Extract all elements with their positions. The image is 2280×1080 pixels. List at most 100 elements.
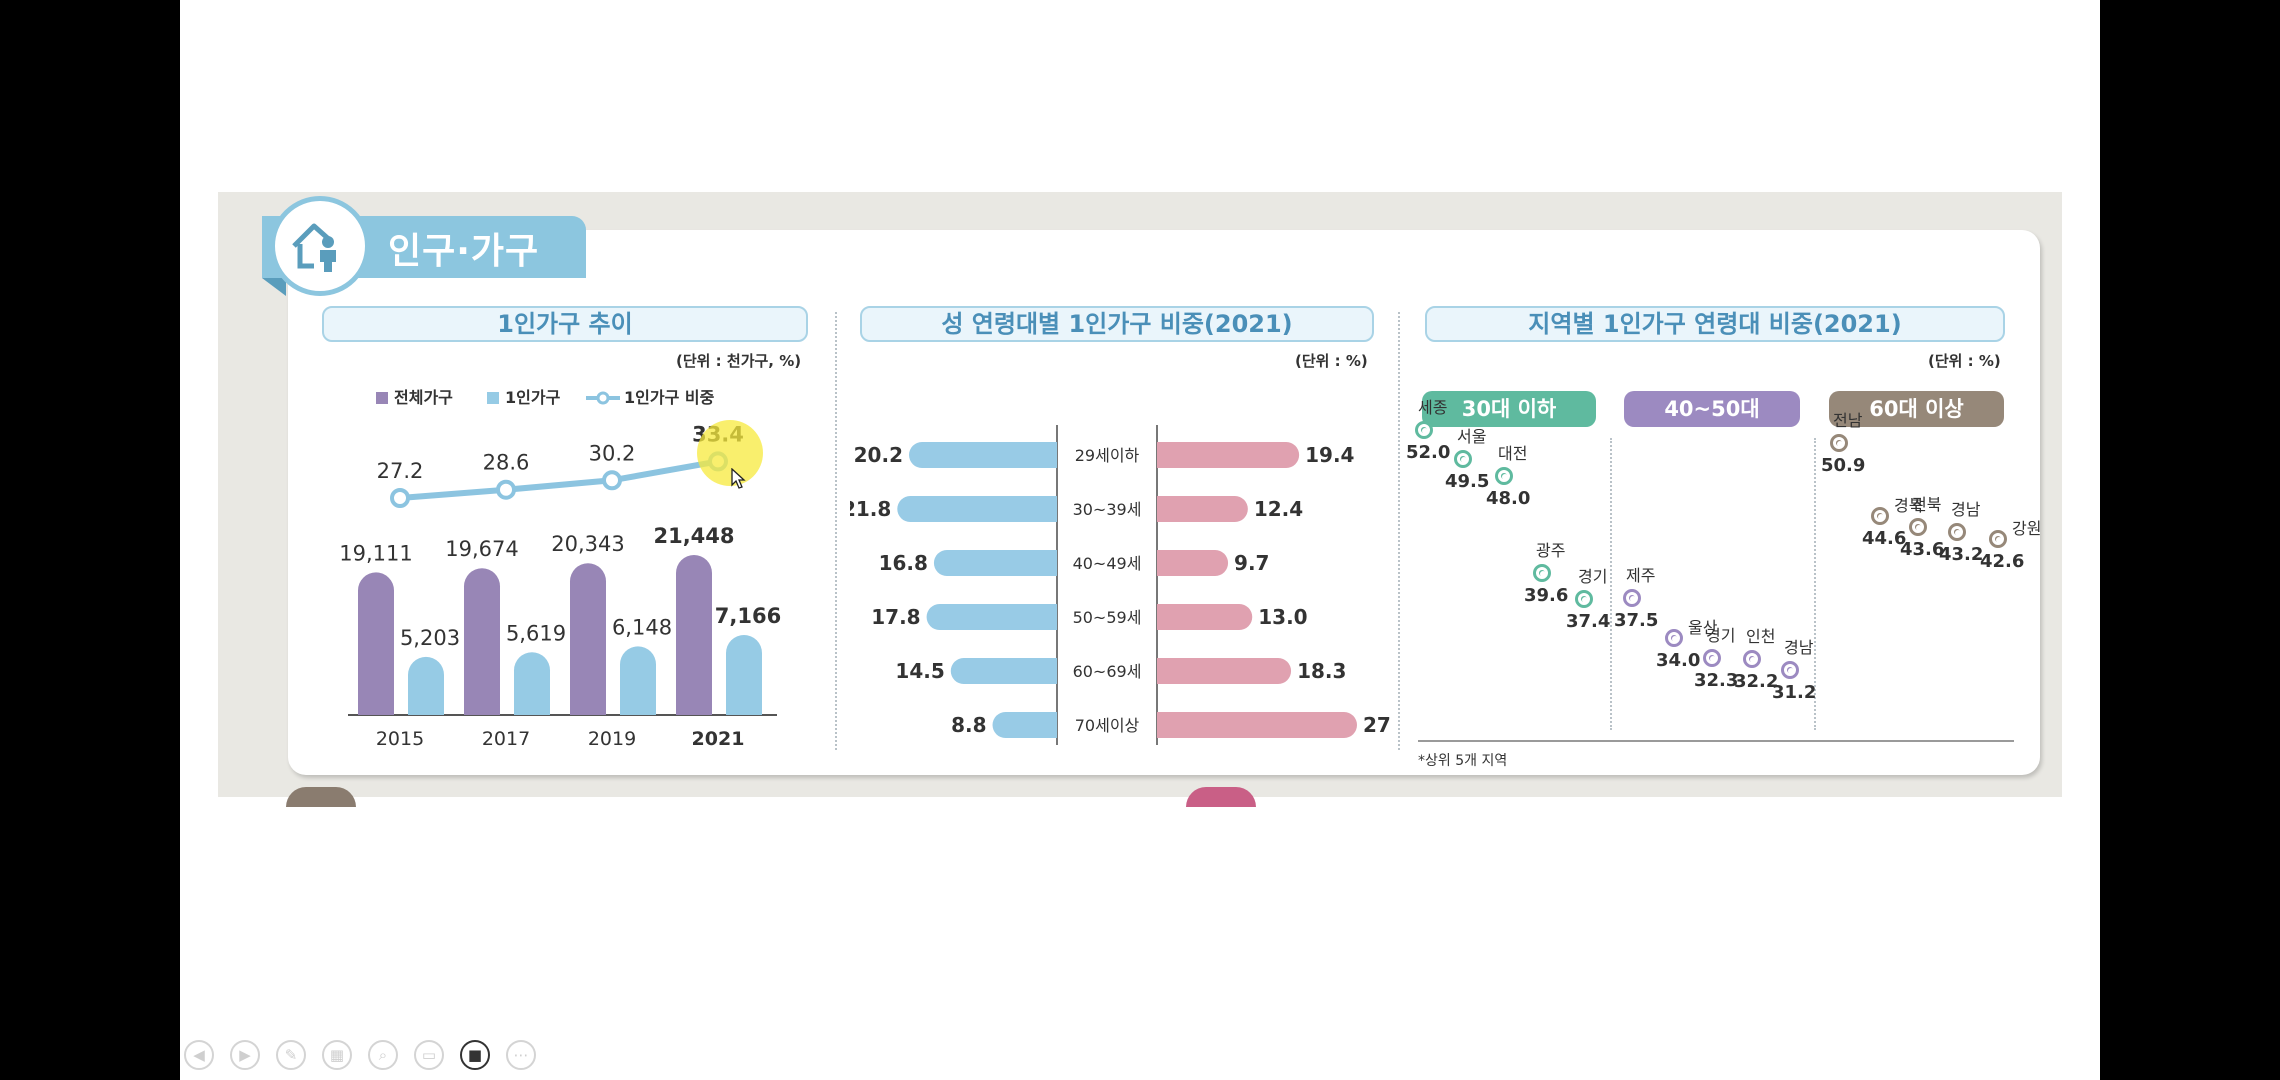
pages-icon[interactable]: ▦ (322, 1040, 352, 1070)
region-value: 42.6 (1980, 550, 2025, 572)
group-header-over60: 60대 이상 (1829, 391, 2004, 427)
data-label-total: 20,343 (551, 532, 624, 556)
panel-title-gender-age: 성 연령대별 1인가구 비중(2021) (860, 306, 1374, 342)
region-point-center (1787, 667, 1793, 674)
region-value: 32.3 (1694, 669, 1739, 691)
region-point (1665, 629, 1683, 648)
unit-label-gender-age: (단위 : %) (1295, 352, 1368, 370)
data-label-male: 17.8 (871, 605, 920, 629)
panel-title-trend: 1인가구 추이 (322, 306, 808, 342)
male-header: 남자 (940, 396, 980, 420)
region-point-center (1836, 439, 1842, 446)
region-name: 전북 (1912, 495, 1942, 515)
region-point-center (1877, 512, 1883, 519)
region-name: 인천 (1746, 626, 1776, 646)
region-point (1781, 661, 1799, 680)
group-divider (1610, 438, 1612, 730)
bar-female (1157, 550, 1229, 576)
subtitles-icon[interactable]: ▭ (414, 1040, 444, 1070)
next-icon[interactable]: ▶ (230, 1040, 260, 1070)
region-point-center (1671, 635, 1677, 642)
bar-single (408, 656, 444, 715)
x-tick-label: 2021 (692, 728, 745, 750)
share-label: 28.6 (483, 451, 530, 475)
region-point-center (1629, 594, 1635, 601)
region-value: 34.0 (1656, 650, 1701, 672)
region-value: 44.6 (1862, 527, 1907, 549)
share-point (390, 488, 410, 508)
bar-single (514, 652, 550, 715)
region-value: 50.9 (1821, 454, 1866, 476)
legend-label: 1인가구 비중 (624, 388, 715, 407)
region-name: 경남 (1951, 499, 1981, 519)
unit-label-trend: (단위 : 천가구, %) (676, 352, 802, 370)
bar-total (358, 572, 394, 715)
bar-female (1157, 658, 1292, 684)
data-label-male: 14.5 (895, 659, 944, 683)
x-tick-label: 2015 (376, 728, 424, 750)
age-category-label: 70세이상 (1075, 716, 1140, 735)
gender-age-chart: 20.2 19.4 29세이하 21.8 12.4 30~39세 16.8 9.7 40~49세… (850, 425, 1390, 745)
legend-line-marker (586, 391, 620, 405)
group-divider (1814, 438, 1816, 730)
data-label-single: 5,203 (400, 626, 460, 650)
group-header-under30: 30대 이하 (1422, 391, 1596, 427)
camera-icon[interactable]: ■ (460, 1040, 490, 1070)
region-name: 서울 (1457, 427, 1487, 447)
pen-icon[interactable]: ✎ (276, 1040, 306, 1070)
unit-label-region: (단위 : %) (1928, 352, 2001, 370)
bar-total (676, 555, 712, 715)
data-label-female: 18.3 (1297, 659, 1346, 683)
bar-female (1157, 496, 1248, 522)
region-point-center (1954, 528, 1960, 535)
data-label-male: 16.8 (879, 551, 928, 575)
cursor-highlight (697, 420, 763, 486)
bar-male (950, 658, 1057, 684)
next-section-icon-top (1186, 787, 1256, 807)
data-label-female: 13.0 (1258, 605, 1307, 629)
region-point (1533, 564, 1551, 583)
region-point-center (1501, 473, 1507, 480)
region-point (1454, 450, 1472, 469)
region-point-center (1421, 427, 1427, 434)
region-value: 37.4 (1566, 610, 1611, 632)
region-value: 32.2 (1734, 670, 1779, 692)
share-label: 27.2 (377, 459, 424, 483)
region-value: 43.2 (1939, 543, 1984, 565)
data-label-male: 20.2 (854, 443, 903, 467)
region-name: 세종 (1418, 398, 1448, 418)
region-name: 경기 (1578, 566, 1608, 586)
footnote: *상위 5개 지역 (1418, 753, 1508, 769)
panel-divider (835, 312, 837, 750)
region-name: 경북 (1894, 495, 1924, 515)
region-point (1575, 589, 1593, 608)
data-label-male: 8.8 (951, 713, 986, 737)
mouse-pointer-icon (731, 468, 746, 489)
region-point (1415, 421, 1433, 440)
section-title: 인구·가구 (388, 231, 540, 272)
region-point (1703, 648, 1721, 667)
region-point-center (1460, 456, 1466, 463)
data-label-male: 21.8 (850, 497, 891, 521)
region-point (1948, 522, 1966, 541)
panel-title-region: 지역별 1인가구 연령대 비중(2021) (1425, 306, 2005, 342)
region-point-center (1581, 595, 1587, 602)
region-name: 강원 (2012, 518, 2042, 538)
trend-chart: 19,111 5,203 2015 19,674 5,619 2017 20,343 6,14… (339, 422, 781, 750)
region-point (1743, 649, 1761, 668)
zoom-icon[interactable]: ⌕ (368, 1040, 398, 1070)
age-category-label: 40~49세 (1073, 554, 1142, 573)
data-label-female: 12.4 (1254, 497, 1303, 521)
bar-female (1157, 712, 1357, 738)
data-label-female: 9.7 (1234, 551, 1269, 575)
share-line (399, 458, 719, 501)
region-value: 39.6 (1524, 585, 1569, 607)
region-name: 전남 (1833, 410, 1863, 430)
prev-icon[interactable]: ◀ (184, 1040, 214, 1070)
x-tick-label: 2019 (588, 728, 636, 750)
bar-single (726, 635, 762, 715)
region-point (1909, 518, 1927, 537)
age-category-label: 60~69세 (1073, 662, 1142, 681)
more-icon[interactable]: ⋯ (506, 1040, 536, 1070)
region-point (1623, 588, 1641, 607)
